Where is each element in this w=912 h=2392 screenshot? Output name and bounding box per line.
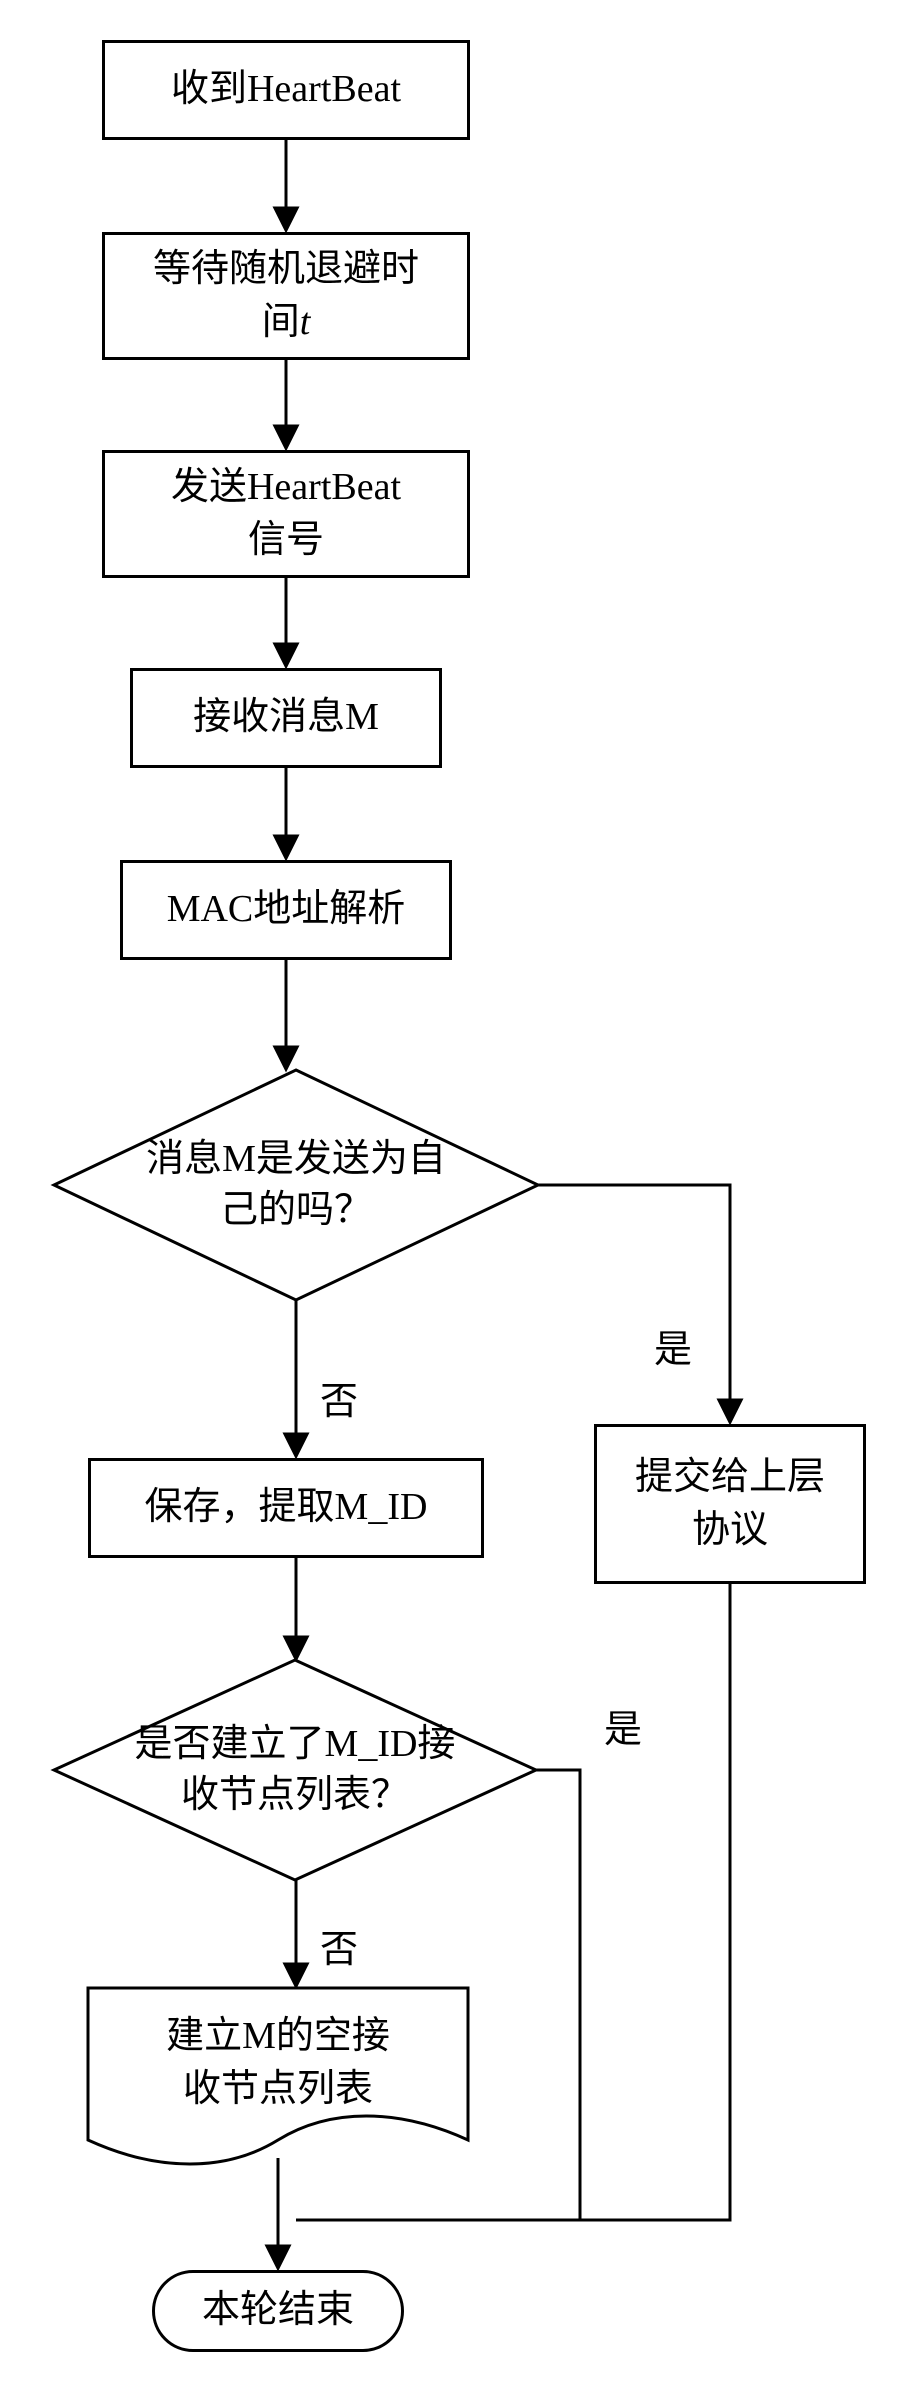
edge-label-no-2: 否 [320,1918,358,1973]
node-receive-heartbeat: 收到HeartBeat [102,40,470,140]
decision-mid-list-exists: 是否建立了M_ID接 收节点列表？ [54,1660,536,1880]
node-label: MAC地址解析 [167,883,406,936]
edge-label-no-1: 否 [320,1370,358,1425]
node-label: 保存，提取M_ID [145,1481,428,1534]
edge [580,1584,730,2220]
node-submit-upper-layer: 提交给上层 协议 [594,1424,866,1584]
node-receive-message: 接收消息M [130,668,442,768]
flowchart-canvas: 收到HeartBeat 等待随机退避时间t 发送HeartBeat 信号 接收消… [0,0,912,2392]
node-label: 等待随机退避时间t [153,243,419,349]
node-label: 提交给上层 协议 [635,1451,825,1557]
node-label: 消息M是发送为自 己的吗？ [54,1070,538,1300]
edge-label-yes-1: 是 [654,1318,692,1373]
node-label: 是否建立了M_ID接 收节点列表？ [54,1660,536,1880]
node-create-empty-list: 建立M的空接 收节点列表 [88,1988,468,2158]
node-send-heartbeat: 发送HeartBeat 信号 [102,450,470,578]
node-round-end: 本轮结束 [152,2270,404,2352]
node-label: 收到HeartBeat [171,63,401,116]
edge-label-yes-2: 是 [604,1698,642,1753]
node-label: 发送HeartBeat 信号 [171,461,401,567]
node-save-extract-mid: 保存，提取M_ID [88,1458,484,1558]
node-label: 本轮结束 [202,2284,354,2337]
node-label: 接收消息M [193,691,379,744]
decision-msg-for-self: 消息M是发送为自 己的吗？ [54,1070,538,1300]
node-wait-backoff: 等待随机退避时间t [102,232,470,360]
node-mac-parse: MAC地址解析 [120,860,452,960]
node-label: 建立M的空接 收节点列表 [166,2010,390,2116]
edge [538,1185,730,1421]
